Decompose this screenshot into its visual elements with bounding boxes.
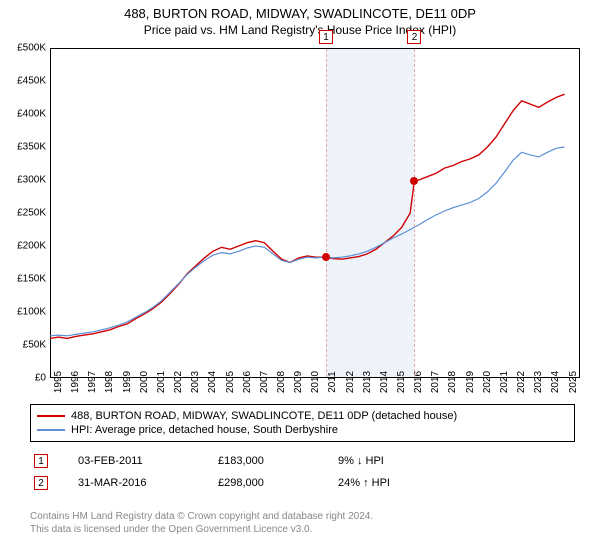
y-tick-label: £450K [17, 76, 46, 87]
x-tick-label: 2011 [327, 371, 338, 393]
sale-marker-box: 1 [319, 30, 333, 44]
series-line [50, 147, 565, 336]
y-tick-label: £300K [17, 175, 46, 186]
x-tick-label: 2010 [310, 371, 321, 393]
y-tick-label: £0 [35, 373, 46, 384]
sale-marker-vline [414, 49, 415, 377]
y-tick-label: £500K [17, 43, 46, 54]
x-tick-label: 2022 [516, 371, 527, 393]
sale-marker-dot [410, 177, 418, 185]
sale-row-marker: 1 [34, 454, 48, 468]
footer-line-2: This data is licensed under the Open Gov… [30, 523, 373, 536]
sale-row-delta: 24% ↑ HPI [338, 477, 390, 489]
x-tick-label: 1997 [87, 371, 98, 393]
y-tick-label: £400K [17, 109, 46, 120]
x-tick-label: 2015 [396, 371, 407, 393]
x-tick-label: 1995 [53, 371, 64, 393]
x-tick-label: 2000 [139, 371, 150, 393]
sale-marker-dot [322, 253, 330, 261]
x-tick-label: 2014 [379, 371, 390, 393]
y-tick-label: £150K [17, 274, 46, 285]
x-tick-label: 2009 [293, 371, 304, 393]
x-tick-label: 2020 [482, 371, 493, 393]
legend-label: HPI: Average price, detached house, Sout… [71, 424, 338, 436]
x-tick-label: 2005 [225, 371, 236, 393]
sale-row-marker: 2 [34, 476, 48, 490]
sale-row-price: £183,000 [218, 455, 308, 467]
x-tick-label: 2007 [259, 371, 270, 393]
x-tick-label: 2024 [550, 371, 561, 393]
sales-table: 1 03-FEB-2011 £183,000 9% ↓ HPI 2 31-MAR-2016… [30, 450, 575, 494]
line-series-svg [50, 48, 580, 378]
sale-marker-box: 2 [407, 30, 421, 44]
sale-row: 2 31-MAR-2016 £298,000 24% ↑ HPI [30, 472, 575, 494]
x-tick-label: 1998 [104, 371, 115, 393]
series-line [50, 94, 565, 338]
x-tick-label: 2001 [156, 371, 167, 393]
x-tick-label: 2017 [430, 371, 441, 393]
chart-subtitle: Price paid vs. HM Land Registry's House … [0, 21, 600, 41]
x-tick-label: 2025 [568, 371, 579, 393]
x-tick-label: 2021 [499, 371, 510, 393]
y-tick-label: £350K [17, 142, 46, 153]
x-tick-label: 1999 [122, 371, 133, 393]
sale-row-delta: 9% ↓ HPI [338, 455, 384, 467]
x-tick-label: 2008 [276, 371, 287, 393]
x-tick-label: 2012 [345, 371, 356, 393]
footer-attribution: Contains HM Land Registry data © Crown c… [30, 510, 373, 536]
chart-title: 488, BURTON ROAD, MIDWAY, SWADLINCOTE, D… [0, 0, 600, 21]
sale-row-price: £298,000 [218, 477, 308, 489]
y-tick-label: £250K [17, 208, 46, 219]
chart-container: 488, BURTON ROAD, MIDWAY, SWADLINCOTE, D… [0, 0, 600, 560]
legend-swatch [37, 415, 65, 417]
y-tick-label: £100K [17, 307, 46, 318]
sale-row-date: 03-FEB-2011 [78, 455, 188, 467]
legend-label: 488, BURTON ROAD, MIDWAY, SWADLINCOTE, D… [71, 410, 457, 422]
x-tick-label: 2004 [207, 371, 218, 393]
legend-row: HPI: Average price, detached house, Sout… [37, 423, 568, 437]
sale-row: 1 03-FEB-2011 £183,000 9% ↓ HPI [30, 450, 575, 472]
legend-swatch [37, 429, 65, 431]
x-tick-label: 2002 [173, 371, 184, 393]
sale-row-date: 31-MAR-2016 [78, 477, 188, 489]
x-tick-label: 2018 [447, 371, 458, 393]
legend-box: 488, BURTON ROAD, MIDWAY, SWADLINCOTE, D… [30, 404, 575, 442]
y-tick-label: £50K [23, 340, 46, 351]
x-tick-label: 2003 [190, 371, 201, 393]
x-tick-label: 1996 [70, 371, 81, 393]
x-tick-label: 2023 [533, 371, 544, 393]
x-tick-label: 2013 [362, 371, 373, 393]
y-tick-label: £200K [17, 241, 46, 252]
chart-area: £0£50K£100K£150K£200K£250K£300K£350K£400… [50, 48, 580, 378]
legend-row: 488, BURTON ROAD, MIDWAY, SWADLINCOTE, D… [37, 409, 568, 423]
x-tick-label: 2019 [465, 371, 476, 393]
x-tick-label: 2006 [242, 371, 253, 393]
sale-marker-vline [326, 49, 327, 377]
footer-line-1: Contains HM Land Registry data © Crown c… [30, 510, 373, 523]
